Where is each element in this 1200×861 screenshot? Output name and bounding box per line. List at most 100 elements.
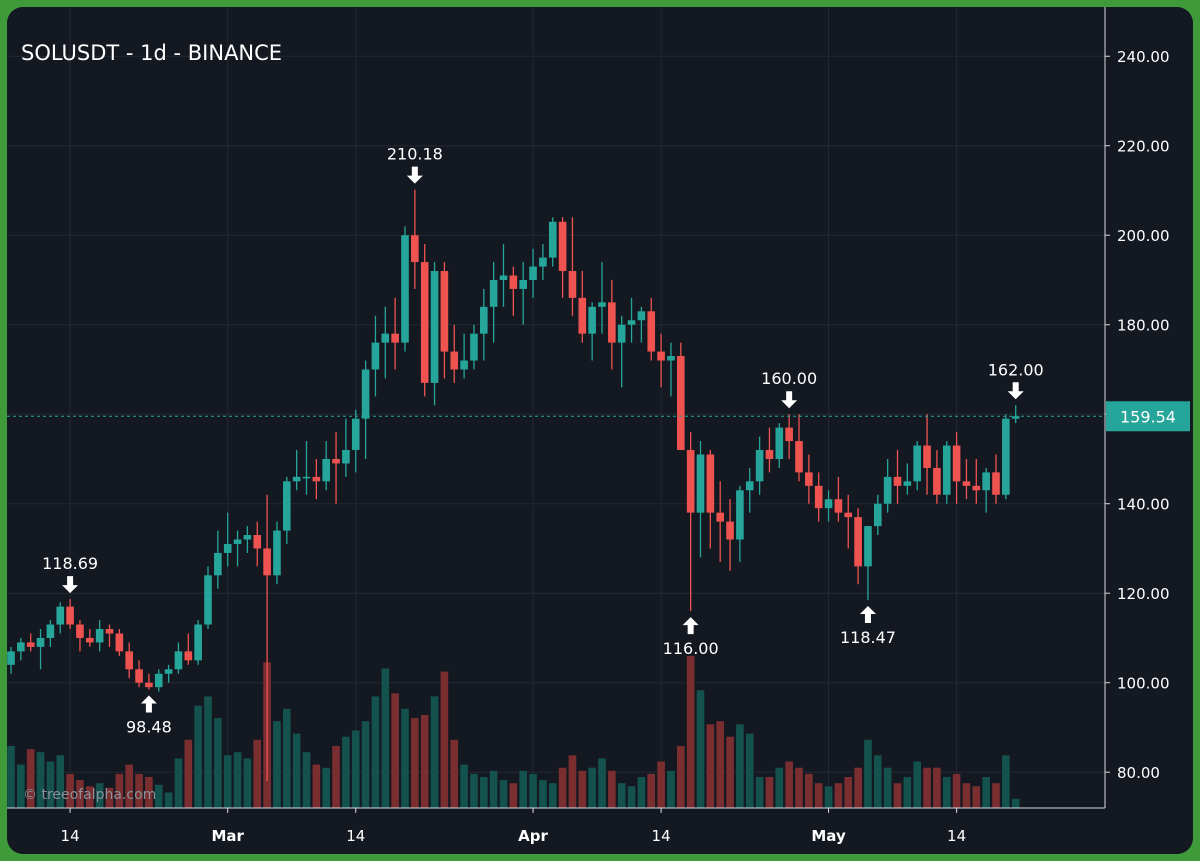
- candle-body: [351, 418, 360, 451]
- candle-body: [214, 552, 222, 576]
- volume-bar: [499, 780, 508, 808]
- volume-bar: [371, 696, 380, 808]
- candle-body: [765, 450, 774, 459]
- candle-body: [7, 651, 15, 665]
- candle-body: [322, 458, 330, 482]
- volume-bar: [677, 746, 685, 808]
- candle-body: [795, 441, 803, 473]
- volume-bar: [578, 770, 587, 808]
- candle-body: [204, 575, 212, 625]
- candle-body: [371, 342, 380, 370]
- arrow-up-icon: [682, 617, 699, 635]
- y-tick-label: 120.00: [1117, 585, 1170, 603]
- volume-bar: [824, 786, 833, 808]
- volume-bar: [874, 755, 882, 808]
- candle-body: [716, 512, 724, 522]
- candle-body: [608, 302, 616, 343]
- candle-body: [292, 476, 301, 482]
- candle-body: [824, 499, 833, 509]
- candle-body: [243, 535, 252, 540]
- volume-bar: [401, 708, 409, 808]
- volume-bar: [795, 767, 803, 808]
- y-tick-label: 100.00: [1117, 675, 1170, 693]
- arrow-down-icon: [781, 391, 798, 409]
- volume-bar: [1002, 755, 1010, 808]
- candle-body: [933, 467, 941, 495]
- volume-bar: [125, 764, 133, 808]
- volume-bar: [450, 739, 459, 808]
- candle-body: [381, 333, 390, 343]
- candle-body: [154, 673, 163, 688]
- volume-bar: [736, 724, 744, 808]
- volume-bar: [283, 708, 291, 808]
- y-tick-label: 180.00: [1117, 317, 1170, 335]
- candle-body: [253, 535, 262, 549]
- candle-body: [263, 548, 271, 576]
- candle-body: [874, 503, 882, 527]
- volume-bar: [942, 777, 951, 808]
- candle-body: [548, 221, 557, 258]
- last-price-label: 159.54: [1120, 407, 1176, 426]
- volume-bar: [342, 736, 350, 808]
- y-tick-label: 200.00: [1117, 227, 1170, 245]
- candle-body: [844, 512, 853, 518]
- candle-body: [411, 235, 419, 263]
- low-annotation-label: 98.48: [126, 718, 172, 737]
- volume-bar: [775, 767, 784, 808]
- volume-bar: [420, 715, 429, 808]
- volume-bar: [992, 783, 1000, 808]
- candlestick-chart[interactable]: 240.00 220.00 200.00 180.00 160.00 140.00 120.…: [7, 7, 1193, 854]
- x-tick-label: Mar: [211, 827, 244, 845]
- candle-body: [854, 517, 862, 567]
- volume-bar: [46, 761, 55, 808]
- volume-bar: [154, 784, 163, 808]
- volume-bar: [292, 733, 301, 808]
- volume-bar: [95, 783, 104, 808]
- candle-body: [726, 521, 734, 540]
- volume-bar: [529, 773, 537, 808]
- chart-frame: 240.00 220.00 200.00 180.00 160.00 140.00 120.…: [7, 7, 1193, 854]
- candle-body: [558, 221, 567, 272]
- candle-body: [785, 427, 793, 442]
- volume-bar: [174, 758, 183, 808]
- volume-bar: [568, 755, 577, 808]
- volume-bar: [312, 764, 321, 808]
- volume-bar: [184, 739, 193, 808]
- volume-bar: [135, 773, 143, 808]
- high-annotation-label: 160.00: [761, 369, 817, 388]
- candle-body: [440, 271, 449, 352]
- candle-body: [814, 485, 823, 509]
- candle-body: [95, 629, 104, 643]
- candle-body: [361, 369, 370, 419]
- volume-bar: [745, 733, 754, 808]
- volume-bar: [598, 758, 606, 808]
- volume-bar: [105, 787, 114, 808]
- candle-body: [164, 669, 173, 674]
- y-tick-label: 220.00: [1117, 138, 1170, 156]
- candle-body: [519, 279, 527, 289]
- x-tick-label: Apr: [518, 827, 548, 845]
- volume-bar: [696, 690, 705, 808]
- volume-bar: [194, 705, 202, 808]
- candle-body: [401, 235, 409, 343]
- volume-bar: [332, 746, 340, 808]
- candle-body: [706, 454, 715, 513]
- candle-body: [233, 539, 242, 544]
- candle-body: [76, 624, 84, 638]
- volume-bar: [716, 721, 724, 808]
- candle-body: [480, 306, 488, 334]
- candle-body: [745, 481, 754, 491]
- candle-body: [312, 476, 321, 482]
- volume-bar: [913, 761, 921, 808]
- candle-body: [105, 629, 114, 634]
- volume-bar: [627, 786, 636, 808]
- volume-bar: [223, 755, 232, 808]
- volume-bar: [814, 783, 823, 808]
- candle-body: [56, 606, 65, 625]
- candle-body: [470, 333, 478, 361]
- candle-body: [736, 490, 744, 540]
- candle-body: [135, 669, 143, 683]
- volume-bar: [726, 736, 734, 808]
- candle-body: [588, 306, 596, 334]
- candle-body: [883, 476, 892, 504]
